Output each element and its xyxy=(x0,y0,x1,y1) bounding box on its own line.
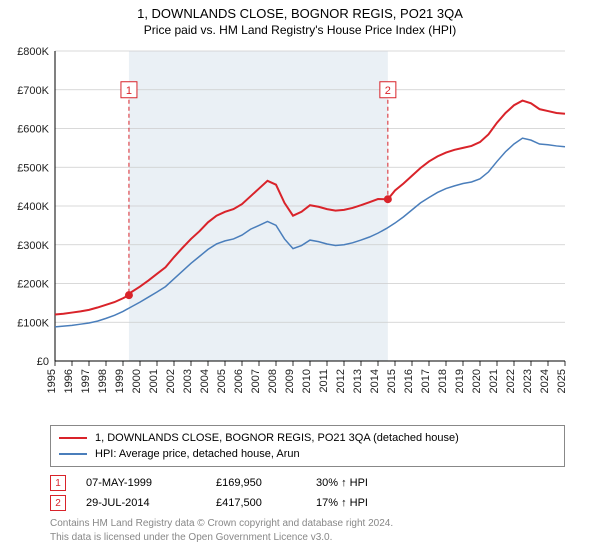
sale-price: £417,500 xyxy=(216,497,316,509)
chart-title: 1, DOWNLANDS CLOSE, BOGNOR REGIS, PO21 3… xyxy=(0,6,600,21)
svg-text:2014: 2014 xyxy=(369,369,381,393)
legend-item: HPI: Average price, detached house, Arun xyxy=(59,446,556,462)
legend-box: 1, DOWNLANDS CLOSE, BOGNOR REGIS, PO21 3… xyxy=(50,425,565,467)
footer-text: Contains HM Land Registry data © Crown c… xyxy=(50,517,565,545)
svg-text:2007: 2007 xyxy=(250,369,262,393)
svg-text:2008: 2008 xyxy=(267,369,279,393)
sale-hpi-diff: 17% ↑ HPI xyxy=(316,497,436,509)
sales-row: 1 07-MAY-1999 £169,950 30% ↑ HPI xyxy=(50,475,565,491)
svg-text:1995: 1995 xyxy=(46,369,58,393)
svg-text:2020: 2020 xyxy=(471,369,483,393)
svg-text:2024: 2024 xyxy=(539,369,551,393)
svg-text:2023: 2023 xyxy=(522,369,534,393)
svg-text:1997: 1997 xyxy=(80,369,92,393)
svg-text:2015: 2015 xyxy=(386,369,398,393)
sale-date: 29-JUL-2014 xyxy=(86,497,216,509)
svg-text:£700K: £700K xyxy=(17,85,49,97)
svg-text:2022: 2022 xyxy=(505,369,517,393)
sale-date: 07-MAY-1999 xyxy=(86,477,216,489)
svg-text:£600K: £600K xyxy=(17,124,49,136)
svg-text:2011: 2011 xyxy=(318,369,330,393)
legend-swatch-red xyxy=(59,437,87,439)
svg-text:2003: 2003 xyxy=(182,369,194,393)
svg-text:2018: 2018 xyxy=(437,369,449,393)
svg-text:1996: 1996 xyxy=(63,369,75,393)
svg-text:2005: 2005 xyxy=(216,369,228,393)
svg-text:2012: 2012 xyxy=(335,369,347,393)
svg-text:£400K: £400K xyxy=(17,201,49,213)
svg-text:2025: 2025 xyxy=(556,369,568,393)
svg-text:2000: 2000 xyxy=(131,369,143,393)
svg-text:£500K: £500K xyxy=(17,162,49,174)
sales-table: 1 07-MAY-1999 £169,950 30% ↑ HPI 2 29-JU… xyxy=(50,475,565,511)
svg-text:2009: 2009 xyxy=(284,369,296,393)
svg-text:2: 2 xyxy=(385,85,391,97)
chart-subtitle: Price paid vs. HM Land Registry's House … xyxy=(0,23,600,37)
legend-label: HPI: Average price, detached house, Arun xyxy=(95,446,300,462)
svg-text:1999: 1999 xyxy=(114,369,126,393)
legend-label: 1, DOWNLANDS CLOSE, BOGNOR REGIS, PO21 3… xyxy=(95,430,459,446)
svg-text:£800K: £800K xyxy=(17,46,49,58)
svg-text:2017: 2017 xyxy=(420,369,432,393)
svg-text:2002: 2002 xyxy=(165,369,177,393)
legend-item: 1, DOWNLANDS CLOSE, BOGNOR REGIS, PO21 3… xyxy=(59,430,556,446)
svg-text:2019: 2019 xyxy=(454,369,466,393)
sale-marker-icon: 1 xyxy=(50,475,66,491)
svg-text:2013: 2013 xyxy=(352,369,364,393)
svg-text:1998: 1998 xyxy=(97,369,109,393)
sale-hpi-diff: 30% ↑ HPI xyxy=(316,477,436,489)
sales-row: 2 29-JUL-2014 £417,500 17% ↑ HPI xyxy=(50,495,565,511)
svg-text:2021: 2021 xyxy=(488,369,500,393)
svg-text:2010: 2010 xyxy=(301,369,313,393)
svg-text:2016: 2016 xyxy=(403,369,415,393)
svg-text:£200K: £200K xyxy=(17,279,49,291)
svg-text:£300K: £300K xyxy=(17,240,49,252)
sale-marker-icon: 2 xyxy=(50,495,66,511)
price-chart: £0 £100K £200K £300K £400K £500K £600K £700K £80… xyxy=(0,41,600,421)
svg-text:2006: 2006 xyxy=(233,369,245,393)
svg-text:2004: 2004 xyxy=(199,369,211,393)
legend-swatch-blue xyxy=(59,453,87,455)
svg-text:£100K: £100K xyxy=(17,317,49,329)
svg-text:£0: £0 xyxy=(37,356,49,368)
sale-price: £169,950 xyxy=(216,477,316,489)
svg-text:1: 1 xyxy=(126,85,132,97)
svg-text:2001: 2001 xyxy=(148,369,160,393)
